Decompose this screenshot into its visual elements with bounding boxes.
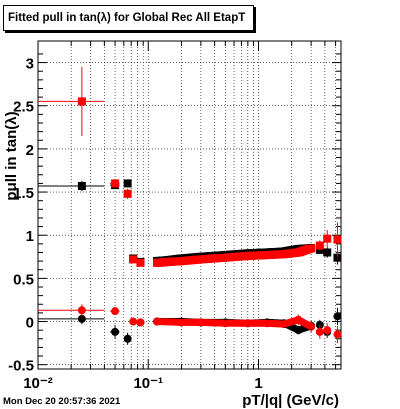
y-tick-label: 2 (26, 142, 34, 159)
x-tick-label: 10⁻¹ (133, 375, 163, 392)
x-tick-label: 1 (254, 375, 262, 392)
y-tick-label: -0.5 (8, 358, 34, 375)
y-tick-label: 2.5 (13, 99, 34, 116)
data-point-circle (123, 334, 132, 343)
data-point-square (111, 179, 120, 188)
data-point-circle (136, 318, 145, 327)
data-point-square (129, 255, 138, 264)
data-point-square (323, 248, 332, 257)
data-point-circle (333, 312, 342, 321)
data-point-square (241, 252, 250, 261)
data-point-circle (77, 314, 86, 323)
data-point-square (305, 244, 314, 253)
data-point-circle (129, 317, 138, 326)
frame-area (38, 41, 341, 369)
data-point-circle (306, 322, 314, 330)
data-point-square (333, 253, 342, 262)
data-point-circle (111, 307, 120, 316)
data-point-square (333, 235, 342, 244)
timestamp-text: Mon Dec 20 20:57:36 2021 (3, 396, 121, 407)
data-point-circle (333, 330, 342, 339)
data-point-circle (315, 327, 324, 336)
marks-layer (38, 66, 342, 345)
data-point-square (123, 189, 132, 198)
data-point-square (218, 253, 227, 262)
data-point-square (323, 234, 332, 243)
y-tick-label: 3 (26, 56, 34, 73)
y-tick-label: 1.5 (13, 185, 34, 202)
plot-frame (37, 40, 342, 370)
data-point-circle (323, 326, 332, 335)
y-axis-label: pull in tan(λ) (3, 111, 20, 200)
data-point-square (136, 258, 145, 267)
label-layer: pT/|q| (GeV/c) pull in tan(λ) -0.5 0 0.5 1 1… (3, 56, 339, 409)
y-tick-label: 1 (26, 228, 34, 245)
data-point-square (194, 255, 203, 264)
data-point-square (77, 182, 86, 191)
data-point-circle (111, 327, 120, 336)
tick-layer (37, 41, 341, 369)
x-tick-label: 10⁻² (23, 375, 53, 392)
y-tick-label: 0.5 (13, 271, 34, 288)
data-point-square (77, 97, 86, 106)
data-point-square (315, 241, 324, 250)
data-point-circle (77, 306, 86, 315)
y-tick-label: 0 (26, 315, 34, 332)
chart-title: Fitted pull in tan(λ) for Global Rec All… (8, 12, 246, 24)
data-point-square (123, 179, 132, 188)
x-axis-label: pT/|q| (GeV/c) (242, 392, 339, 409)
chart-title-box: Fitted pull in tan(λ) for Global Rec All… (3, 5, 255, 31)
